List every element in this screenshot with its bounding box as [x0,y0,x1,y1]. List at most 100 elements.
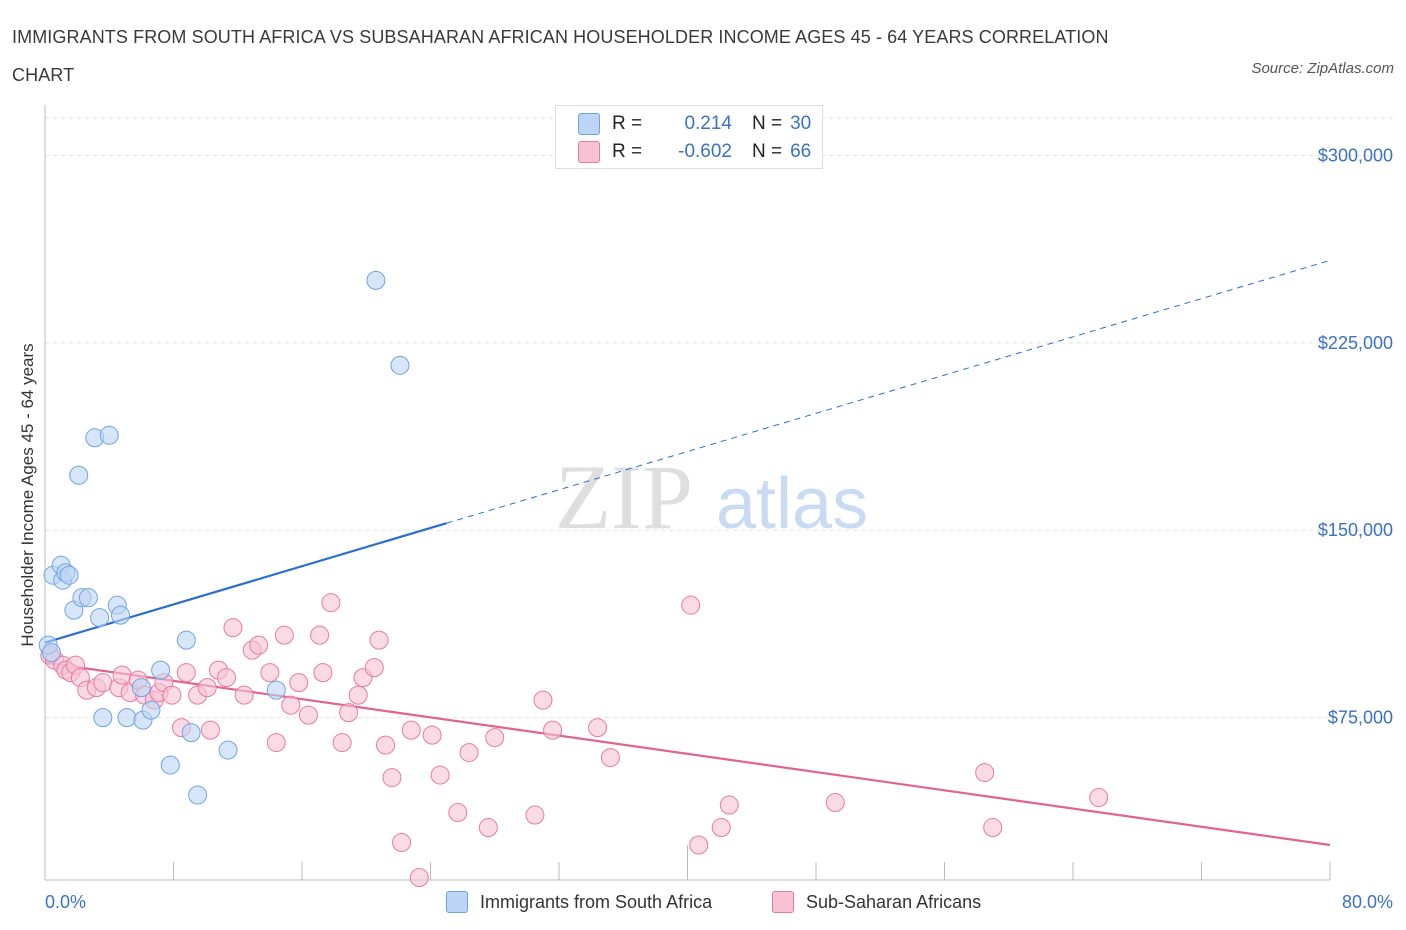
legend-n-label: N = [752,113,783,134]
legend-row-series2: R = -0.602 N = 66 [578,140,811,164]
data-point-series2 [382,768,402,788]
y-tick-label: $150,000 [1318,520,1393,540]
data-point-series2 [422,725,442,745]
bottom-legend-series2: Sub-Saharan Africans [772,888,981,916]
data-point-series2 [588,718,608,738]
data-point-series1 [181,723,201,743]
data-point-series2 [200,720,220,740]
data-point-series2 [348,685,368,705]
tick-labels: $75,000 $150,000 $225,000 $300,000 0.0% 80.0% [45,145,1393,912]
data-point-series2 [376,735,396,755]
data-point-series2 [392,833,412,853]
data-point-series1 [69,465,89,485]
chart-title: IMMIGRANTS FROM SOUTH AFRICA VS SUBSAHAR… [12,27,1109,85]
legend-n-value: 66 [790,141,812,162]
legend-r-label: R = [612,141,643,162]
data-point-series2 [448,803,468,823]
data-point-series1 [218,740,238,760]
data-point-series2 [93,673,113,693]
data-point-series1 [93,708,113,728]
data-point-series1 [99,425,119,445]
data-point-series2 [689,835,709,855]
x-tick-label: 0.0% [45,892,86,912]
data-point-series2 [478,818,498,838]
data-point-series2 [274,625,294,645]
data-point-series2 [459,743,479,763]
data-point-series2 [289,673,309,693]
bottom-legend-series1: Immigrants from South Africa [446,888,712,916]
data-point-series1 [160,755,180,775]
bottom-legend-label-series1: Immigrants from South Africa [480,891,713,912]
data-point-series2 [298,705,318,725]
data-point-series1 [78,588,98,608]
data-point-series2 [485,728,505,748]
bottom-legend-label-series2: Sub-Saharan Africans [806,891,982,912]
data-point-series2 [681,595,701,615]
y-tick-label: $225,000 [1318,333,1393,353]
legend-r-label: R = [612,113,643,134]
data-point-series2 [983,818,1003,838]
legend-swatch-pink [578,141,600,163]
data-point-series1 [110,605,130,625]
data-point-series1 [390,355,410,375]
data-point-series1 [117,708,137,728]
data-point-series2 [533,690,553,710]
data-point-series2 [176,663,196,683]
data-point-series2 [339,703,359,723]
data-point-series2 [162,685,182,705]
data-point-series2 [112,665,132,685]
data-point-series2 [711,818,731,838]
watermark-zip: ZIP [555,446,693,548]
legend: R = 0.214 N = 30 R = -0.602 N = 66 [555,105,823,169]
bottom-legend-swatch-blue [446,891,468,913]
y-tick-label: $75,000 [1328,708,1393,728]
data-point-series2 [409,868,429,888]
data-point-series2 [313,663,333,683]
data-point-series1 [176,630,196,650]
trend-line-series2 [44,661,1331,847]
data-point-series2 [543,720,563,740]
data-point-series2 [332,733,352,753]
legend-n-label: N = [752,141,783,162]
x-tick-label: 80.0% [1342,892,1393,912]
data-point-series1 [59,565,79,585]
data-point-series2 [600,748,620,768]
watermark-atlas: atlas [716,464,868,544]
legend-row-series1: R = 0.214 N = 30 [578,112,811,136]
data-point-series2 [364,658,384,678]
data-point-series2 [223,618,243,638]
y-tick-label: $300,000 [1318,145,1393,165]
data-point-series2 [825,793,845,813]
data-point-series2 [310,625,330,645]
axes [44,105,1331,881]
data-point-series2 [197,678,217,698]
data-point-series2 [525,805,545,825]
legend-swatch-blue [578,113,600,135]
data-point-series1 [188,785,208,805]
data-point-series1 [151,660,171,680]
source-label: Source: ZipAtlas.com [1251,60,1394,77]
data-point-series2 [217,668,237,688]
data-point-series2 [975,763,995,783]
data-point-series1 [41,643,61,663]
data-point-series1 [266,680,286,700]
data-point-series2 [719,795,739,815]
data-point-series1 [366,270,386,290]
trend-line-series1-extension [446,259,1331,524]
data-point-series1 [131,678,151,698]
data-point-series2 [281,695,301,715]
data-point-series1 [141,700,161,720]
data-point-series2 [1089,788,1109,808]
trend-line-series1 [44,522,447,644]
data-point-series2 [401,720,421,740]
legend-r-value: 0.214 [684,113,732,134]
data-point-series2 [430,765,450,785]
bottom-legend-swatch-pink [772,891,794,913]
data-point-series2 [234,685,254,705]
watermark: ZIP atlas [555,446,868,548]
trend-lines [44,259,1331,847]
grid-lines [45,117,1395,719]
data-point-series2 [321,593,341,613]
legend-r-value: -0.602 [678,141,732,162]
